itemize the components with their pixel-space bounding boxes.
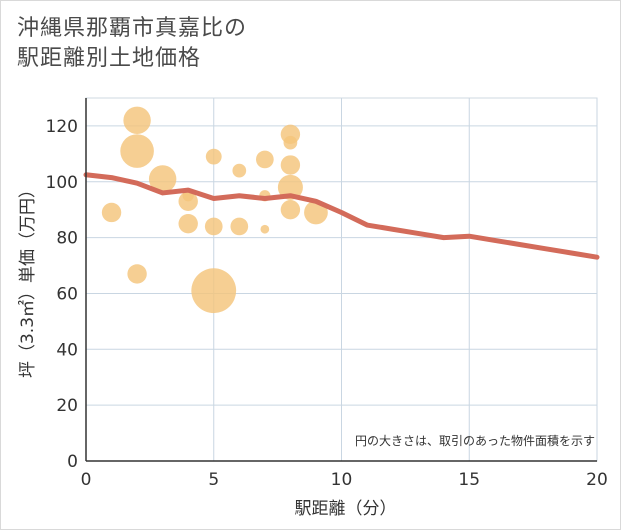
x-tick-label: 20: [586, 470, 608, 490]
bubble-point: [232, 163, 247, 178]
x-axis-title: 駅距離（分）: [295, 499, 397, 519]
bubble-point: [123, 106, 151, 135]
x-tick-label: 15: [458, 470, 480, 490]
y-tick-label: 120: [46, 117, 78, 137]
bubble-point: [260, 224, 270, 234]
bubble-point: [255, 150, 274, 169]
chart-title-line2: 駅距離別土地価格: [17, 46, 202, 71]
bubble-point: [178, 191, 198, 212]
x-tick-label: 0: [81, 470, 92, 490]
bubble-point: [101, 202, 122, 223]
bubble-point: [280, 199, 301, 220]
bubble-size-note: 円の大きさは、取引のあった物件面積を示す: [355, 433, 595, 448]
chart-title-line1: 沖縄県那覇市真嘉比の: [17, 16, 248, 41]
bubble-point: [283, 135, 298, 150]
y-tick-label: 0: [67, 452, 78, 472]
x-tick-label: 5: [208, 470, 219, 490]
bubble-point: [230, 217, 249, 236]
bubble-point: [191, 268, 237, 314]
bubble-point: [277, 174, 303, 200]
grid-lines: [85, 97, 598, 462]
average-price-line: [83, 172, 600, 260]
y-tick-label: 20: [56, 396, 78, 416]
y-tick-label: 40: [56, 340, 78, 360]
bubble-point: [148, 165, 177, 193]
bubble-point: [204, 217, 223, 236]
y-tick-label: 60: [56, 284, 78, 304]
axes: [85, 98, 597, 462]
bubble-point: [178, 213, 198, 234]
axis-labels: 0 5 10 15 20 0 20 40 60 80 100 120 駅距離（分） 坪（3.3㎡）単価（万…: [18, 117, 608, 519]
series-layer: [83, 172, 600, 260]
bubble-point: [205, 148, 222, 165]
y-axis-title: 坪（3.3㎡）単価（万円）: [18, 181, 38, 378]
x-tick-label: 10: [331, 470, 353, 490]
y-tick-label: 100: [46, 173, 78, 193]
bubble-layer: [101, 106, 328, 314]
bubble-point: [280, 155, 301, 175]
y-tick-label: 80: [56, 229, 78, 249]
bubble-point: [127, 264, 147, 284]
chart-title: 沖縄県那覇市真嘉比の 駅距離別土地価格: [17, 14, 247, 74]
bubble-point: [120, 134, 154, 168]
